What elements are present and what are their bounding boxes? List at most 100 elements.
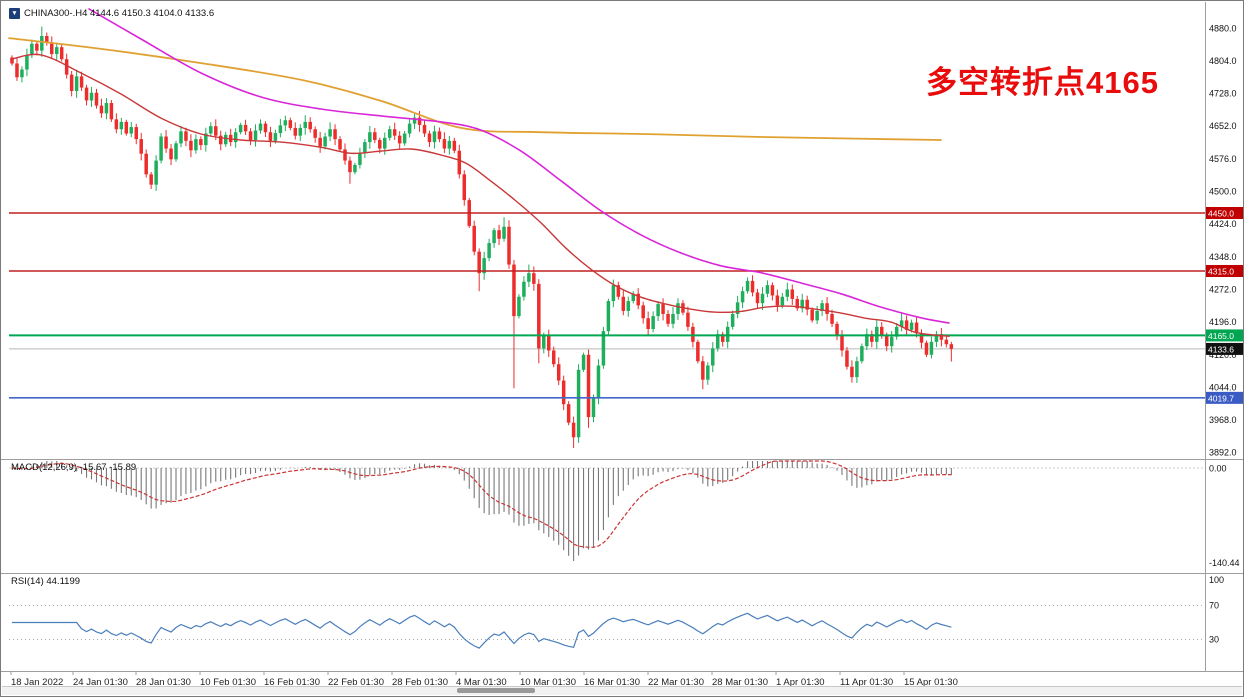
candle-body	[45, 36, 49, 43]
candle-body	[870, 334, 874, 342]
price-tick-label: 4500.0	[1209, 187, 1237, 197]
candle-body	[104, 103, 109, 114]
candle-body	[715, 334, 720, 349]
candle-body	[586, 354, 591, 418]
candle-body	[298, 127, 303, 136]
candle-body	[10, 57, 14, 64]
time-label: 10 Feb 01:30	[200, 677, 256, 688]
candle-body	[795, 298, 800, 309]
candle-body	[323, 136, 327, 147]
candle-body	[383, 137, 387, 149]
candle-body	[860, 346, 864, 362]
time-label: 10 Mar 01:30	[520, 677, 576, 688]
candle-body	[840, 335, 844, 351]
candle-body	[134, 127, 138, 140]
candle-body	[273, 133, 278, 141]
candle-body	[701, 361, 705, 380]
candle-body	[810, 309, 814, 321]
candle-body	[815, 310, 819, 321]
candle-body	[547, 335, 551, 351]
candle-body	[243, 124, 248, 132]
price-tag-text: 4165.0	[1208, 331, 1234, 341]
candle-body	[482, 258, 486, 274]
candle-body	[487, 243, 491, 259]
price-tick-label: 4196.0	[1209, 317, 1237, 327]
candle-body	[661, 304, 665, 314]
candle-body	[457, 150, 462, 175]
candle-body	[214, 126, 218, 136]
candle-body	[139, 139, 143, 154]
candle-body	[407, 123, 412, 134]
candle-body	[253, 130, 258, 140]
candle-body	[691, 326, 695, 342]
candle-body	[820, 303, 824, 311]
price-tag-text: 4133.6	[1208, 344, 1234, 354]
candle-body	[164, 136, 168, 149]
candle-body	[581, 354, 586, 370]
candle-body	[805, 299, 809, 310]
rsi-axis-label: 70	[1209, 601, 1219, 611]
candle-body	[15, 63, 19, 78]
time-label: 28 Feb 01:30	[392, 677, 448, 688]
candle-body	[845, 350, 849, 367]
candle-body	[785, 289, 790, 297]
candle-body	[223, 134, 228, 145]
horizontal-scrollbar-track[interactable]	[2, 686, 1242, 695]
time-label: 22 Mar 01:30	[648, 677, 704, 688]
symbol-dropdown-icon[interactable]: ▼	[9, 8, 20, 19]
time-label: 28 Mar 01:30	[712, 677, 768, 688]
candle-body	[656, 304, 660, 317]
candle-body	[288, 120, 293, 128]
price-tag-4019.7: 4019.7	[1206, 391, 1243, 404]
candle-body	[392, 129, 397, 136]
price-tick-label: 3968.0	[1209, 415, 1237, 425]
candle-body	[835, 323, 839, 336]
candle-body	[373, 132, 377, 140]
price-tick-label: 4044.0	[1209, 382, 1237, 392]
candle-body	[368, 132, 372, 143]
horizontal-scrollbar-thumb[interactable]	[457, 688, 535, 693]
candle-body	[204, 133, 208, 146]
price-tag-4450.0: 4450.0	[1206, 207, 1243, 219]
candle-body	[144, 153, 148, 175]
candle-body	[939, 334, 944, 340]
annotation-text[interactable]: 多空转折点4165	[926, 65, 1159, 100]
candle-body	[760, 293, 765, 304]
candle-body	[233, 132, 238, 143]
candle-body	[278, 125, 283, 134]
candle-body	[218, 135, 223, 145]
candle-body	[934, 334, 939, 342]
price-tag-bg	[1206, 207, 1243, 219]
price-tick-label: 4348.0	[1209, 252, 1237, 262]
price-tick-label: 4576.0	[1209, 154, 1237, 164]
time-label: 16 Mar 01:30	[584, 677, 640, 688]
candle-body	[20, 69, 24, 78]
candle-body	[591, 397, 596, 418]
candle-body	[358, 152, 362, 165]
candle-body	[25, 54, 29, 70]
macd-signal-line	[11, 460, 952, 548]
candle-body	[179, 131, 183, 144]
candle-body	[696, 341, 700, 362]
candle-body	[646, 318, 650, 329]
candle-body	[313, 129, 317, 138]
candle-body	[875, 326, 879, 342]
candle-body	[248, 131, 253, 140]
price-tag-4165.0: 4165.0	[1206, 329, 1243, 342]
candle-body	[750, 280, 755, 293]
candle-body	[89, 92, 94, 101]
candle-body	[855, 361, 859, 378]
candle-body	[94, 92, 99, 106]
candle-body	[472, 225, 476, 252]
time-label: 4 Mar 01:30	[456, 677, 507, 688]
rsi-axis-label: 30	[1209, 635, 1219, 645]
candle-body	[571, 422, 576, 438]
macd-axis-min: -140.44	[1209, 558, 1240, 568]
candle-body	[99, 105, 104, 114]
price-tick-label: 4652.0	[1209, 121, 1237, 131]
candle-body	[720, 334, 725, 342]
candle-body	[199, 139, 203, 146]
candle-body	[502, 226, 506, 239]
candle-body	[631, 293, 635, 302]
